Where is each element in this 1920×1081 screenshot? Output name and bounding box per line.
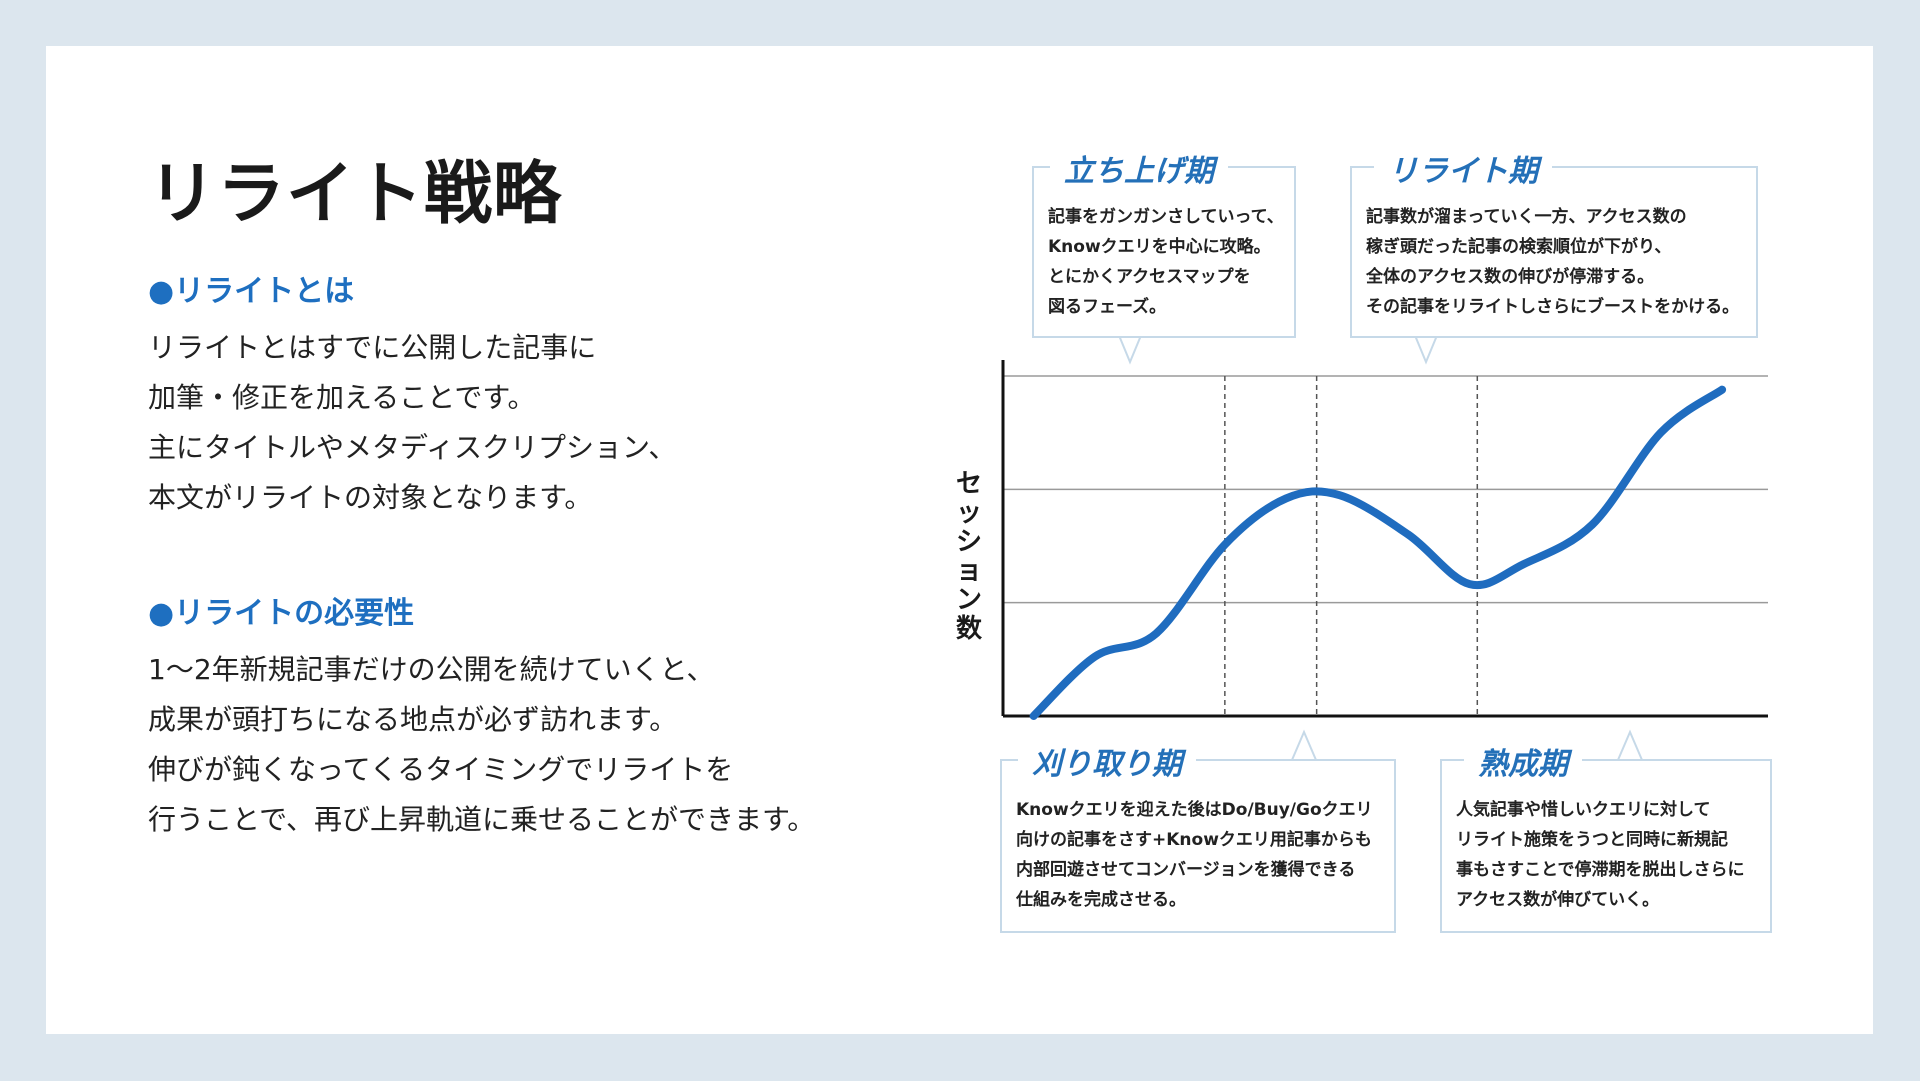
callout-line: 記事をガンガンさしていって、 (1048, 207, 1284, 227)
callout-line: 人気記事や惜しいクエリに対して (1456, 800, 1711, 820)
text-line: 1〜2年新規記事だけの公開を続けていくと、 (148, 653, 715, 686)
text-line: リライトとはすでに公開した記事に (148, 331, 597, 364)
callout-pointer-mature (1616, 729, 1644, 761)
callout-line: 仕組みを完成させる。 (1016, 890, 1186, 910)
callout-line: とにかくアクセスマップを (1048, 267, 1251, 287)
text-line: 伸びが鈍くなってくるタイミングでリライトを (148, 753, 734, 786)
session-curve (1029, 385, 1727, 720)
callout-body: 記事をガンガンさしていって、 Knowクエリを中心に攻略。 とにかくアクセスマッ… (1048, 202, 1284, 322)
callout-line: その記事をリライトしさらにブーストをかける。 (1366, 297, 1740, 317)
callout-line: 記事数が溜まっていく一方、アクセス数の (1366, 207, 1687, 227)
callout-line: Knowクエリを中心に攻略。 (1048, 237, 1271, 257)
callout-line: 全体のアクセス数の伸びが停滞する。 (1366, 267, 1655, 287)
section-heading-need: ●リライトの必要性 (148, 596, 415, 631)
page-title: リライト戦略 (148, 155, 563, 234)
callout-line: アクセス数が伸びていく。 (1456, 890, 1660, 910)
section-body-what: リライトとはすでに公開した記事に 加筆・修正を加えることです。 主にタイトルやメ… (148, 323, 676, 523)
callout-title: 熟成期 (1464, 739, 1582, 783)
callout-title: リライト期 (1374, 146, 1552, 190)
text-line: 加筆・修正を加えることです。 (148, 381, 536, 414)
callout-line: 向けの記事をさす+Knowクエリ用記事からも (1016, 830, 1372, 850)
callout-line: リライト施策をうつと同時に新規記 (1456, 830, 1728, 850)
callout-title: 刈り取り期 (1018, 739, 1196, 783)
callout-line: 図るフェーズ。 (1048, 297, 1167, 317)
callout-launch: 立ち上げ期 記事をガンガンさしていって、 Knowクエリを中心に攻略。 とにかく… (1032, 146, 1296, 338)
callout-body: 人気記事や惜しいクエリに対して リライト施策をうつと同時に新規記 事もさすことで… (1456, 795, 1745, 915)
callout-harvest: 刈り取り期 Knowクエリを迎えた後はDo/Buy/Goクエリ 向けの記事をさす… (1000, 739, 1396, 933)
text-line: 成果が頭打ちになる地点が必ず訪れます。 (148, 703, 678, 736)
callout-pointer-harvest (1290, 729, 1318, 761)
callout-title: 立ち上げ期 (1050, 146, 1228, 190)
callout-line: 稼ぎ頭だった記事の検索順位が下がり、 (1366, 237, 1672, 257)
callout-body: 記事数が溜まっていく一方、アクセス数の 稼ぎ頭だった記事の検索順位が下がり、 全… (1366, 202, 1739, 322)
y-axis-label: セッション数 (955, 469, 982, 644)
text-line: 主にタイトルやメタディスクリプション、 (148, 431, 677, 464)
callout-mature: 熟成期 人気記事や惜しいクエリに対して リライト施策をうつと同時に新規記 事もさ… (1440, 739, 1772, 933)
text-line: 行うことで、再び上昇軌道に乗せることができます。 (148, 803, 816, 836)
callout-line: Knowクエリを迎えた後はDo/Buy/Goクエリ (1016, 800, 1373, 820)
callout-line: 内部回遊させてコンバージョンを獲得できる (1016, 860, 1356, 880)
section-heading-what: ●リライトとは (148, 274, 355, 309)
callout-body: Knowクエリを迎えた後はDo/Buy/Goクエリ 向けの記事をさす+Knowク… (1016, 795, 1373, 915)
callout-line: 事もさすことで停滞期を脱出しさらに (1456, 860, 1745, 880)
callout-rewrite: リライト期 記事数が溜まっていく一方、アクセス数の 稼ぎ頭だった記事の検索順位が… (1350, 146, 1758, 338)
chart-gridlines (1003, 375, 1768, 604)
chart-phase-boundaries (1224, 376, 1479, 716)
section-body-need: 1〜2年新規記事だけの公開を続けていくと、 成果が頭打ちになる地点が必ず訪れます… (148, 645, 815, 845)
text-line: 本文がリライトの対象となります。 (148, 481, 593, 514)
